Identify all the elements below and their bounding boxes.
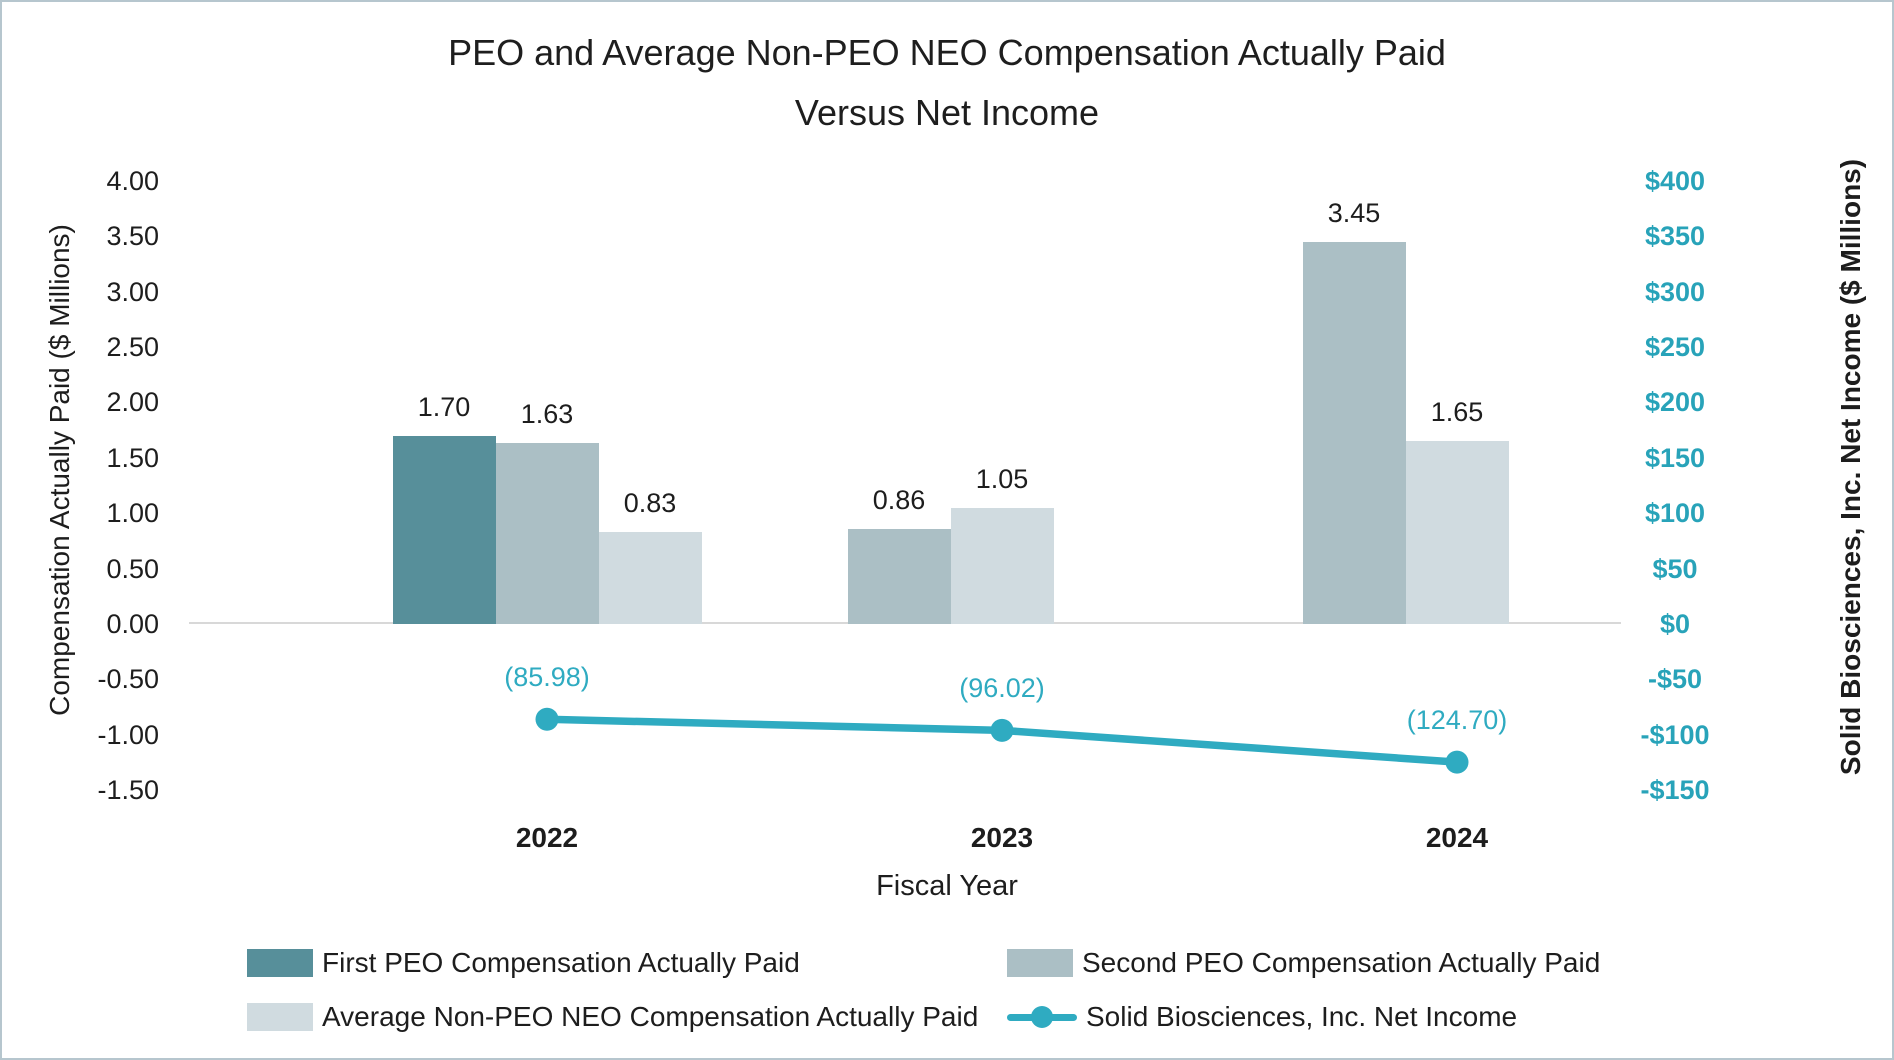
legend-item-2: Second PEO Compensation Actually Paid	[1007, 947, 1601, 978]
bar-avg-non-peo-neo-2024	[1405, 441, 1509, 624]
right-axis-tick: -$150	[1640, 775, 1710, 806]
net-income-marker-2023	[990, 718, 1014, 742]
legend-label: Second PEO Compensation Actually Paid	[1082, 947, 1601, 978]
right-axis-tick: $300	[1644, 276, 1706, 307]
bar-value-label-avg-non-peo-neo-2023: 1.05	[975, 463, 1029, 494]
legend-label: Average Non-PEO NEO Compensation Actuall…	[322, 1001, 979, 1032]
net-income-value-label-2023: (96.02)	[959, 673, 1045, 704]
bar-value-label-avg-non-peo-neo-2022: 0.83	[623, 488, 677, 519]
x-axis-category-label: 2023	[970, 822, 1034, 853]
legend-line-dot	[1031, 1006, 1053, 1028]
legend-line-icon	[1007, 1002, 1077, 1032]
left-axis-tick: 2.00	[106, 387, 159, 418]
chart-title-line-1: PEO and Average Non-PEO NEO Compensation…	[448, 32, 1446, 73]
right-axis-tick: $350	[1644, 221, 1706, 252]
net-income-value-label-2022: (85.98)	[504, 662, 590, 693]
left-axis-tick: 0.00	[106, 609, 159, 639]
legend-item-3: Average Non-PEO NEO Compensation Actuall…	[247, 1001, 979, 1032]
x-axis-category-label: 2022	[515, 822, 579, 853]
legend-label: First PEO Compensation Actually Paid	[322, 947, 800, 978]
left-axis-tick: -0.50	[97, 664, 159, 695]
left-axis-tick: 3.00	[106, 276, 159, 307]
legend-item-4: Solid Biosciences, Inc. Net Income	[1007, 1001, 1518, 1032]
left-axis-tick: 3.50	[106, 221, 159, 252]
right-axis-tick: $100	[1644, 498, 1706, 529]
bar-avg-non-peo-neo-2023	[950, 507, 1054, 624]
legend-label: Solid Biosciences, Inc. Net Income	[1086, 1001, 1518, 1032]
net-income-value-label-2024: (124.70)	[1406, 705, 1508, 736]
bar-value-label-second-peo-2024: 3.45	[1327, 197, 1381, 228]
right-axis-tick: $0	[1659, 609, 1691, 639]
bar-second-peo-2023	[847, 528, 951, 624]
right-axis-tick: -$100	[1640, 719, 1710, 750]
net-income-marker-2024	[1445, 750, 1469, 774]
left-axis-tick: 0.50	[106, 553, 159, 584]
right-axis-tick: $50	[1652, 553, 1698, 584]
right-axis-tick: $250	[1644, 332, 1706, 362]
bar-value-label-first-peo-2022: 1.70	[417, 391, 471, 422]
right-axis-tick: $150	[1644, 442, 1706, 473]
bar-value-label-second-peo-2022: 1.63	[520, 399, 574, 430]
left-axis-tick: 4.00	[106, 165, 159, 196]
net-income-marker-2022	[535, 707, 559, 731]
legend-swatch-icon	[247, 1003, 313, 1031]
legend-item-1: First PEO Compensation Actually Paid	[247, 947, 800, 978]
left-axis-tick: -1.00	[97, 719, 159, 750]
right-axis-tick: -$50	[1647, 664, 1703, 695]
legend-swatch-icon	[247, 949, 313, 977]
chart-title-line-2: Versus Net Income	[794, 92, 1100, 133]
bar-second-peo-2024	[1302, 241, 1406, 624]
bar-second-peo-2022	[495, 443, 599, 624]
right-axis-tick: $200	[1644, 387, 1706, 418]
bar-value-label-avg-non-peo-neo-2024: 1.65	[1430, 397, 1484, 428]
left-axis-tick: 1.00	[106, 498, 159, 529]
bar-first-peo-2022	[392, 435, 496, 624]
left-axis-tick: 2.50	[106, 332, 159, 362]
bar-value-label-second-peo-2023: 0.86	[872, 484, 926, 515]
left-axis-tick: -1.50	[97, 775, 159, 806]
legend-swatch-icon	[1007, 949, 1073, 977]
left-axis-tick: 1.50	[106, 442, 159, 473]
bar-avg-non-peo-neo-2022	[598, 532, 702, 624]
x-axis-category-label: 2024	[1425, 822, 1489, 853]
right-axis-tick: $400	[1644, 165, 1706, 196]
right-axis-title: Solid Biosciences, Inc. Net Income ($ Mi…	[1835, 158, 1866, 776]
net-income-line	[543, 715, 1461, 766]
x-axis-title: Fiscal Year	[876, 870, 1018, 902]
